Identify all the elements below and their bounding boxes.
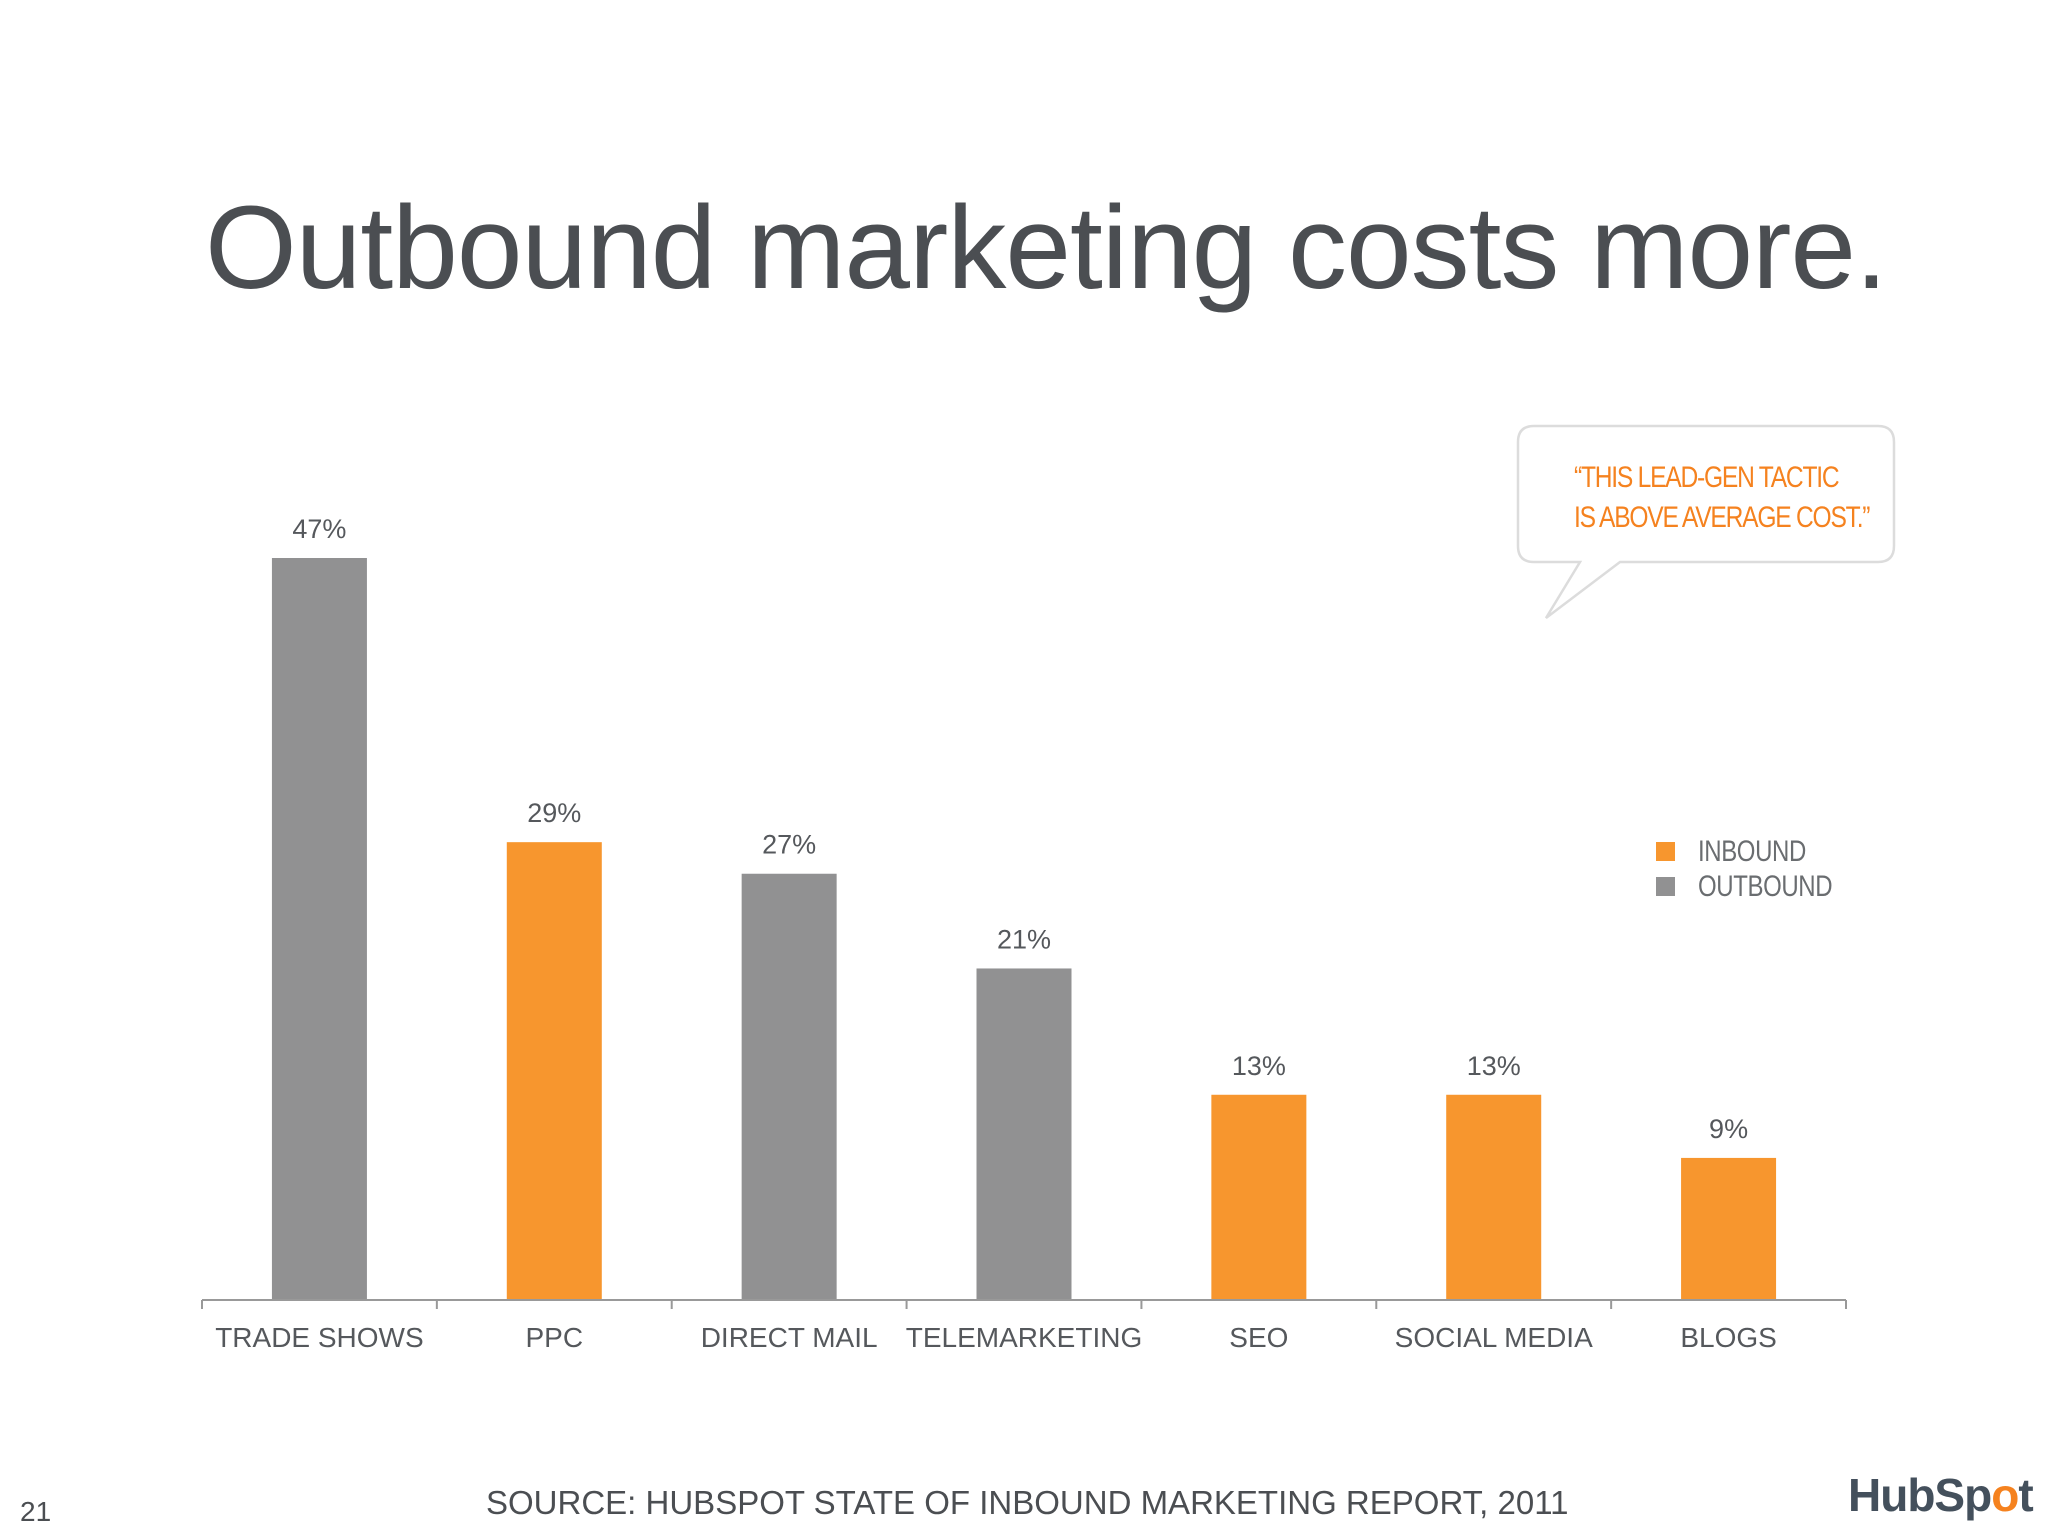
slide-title: Outbound marketing costs more. [205,182,1888,314]
bar [271,558,367,1300]
x-tick-label: TRADE SHOWS [215,1322,423,1353]
hubspot-logo: HubSpot [1848,1469,2034,1521]
x-tick-label: DIRECT MAIL [701,1322,878,1353]
data-label: 47% [292,514,346,544]
bar [1681,1157,1777,1300]
x-tick-label: PPC [525,1322,583,1353]
legend-item-outbound: OUTBOUND [1656,869,1866,904]
data-label: 21% [997,924,1051,954]
callout-line-2: IS ABOVE AVERAGE COST.” [1574,501,1870,534]
bar [1211,1094,1307,1300]
x-tick-label: SEO [1229,1322,1288,1353]
data-label: 29% [527,798,581,828]
data-label: 9% [1709,1114,1748,1144]
legend-swatch-inbound [1656,842,1675,861]
source-note: SOURCE: HUBSPOT STATE OF INBOUND MARKETI… [486,1484,1569,1521]
x-tick-label: TELEMARKETING [906,1322,1142,1353]
data-label: 27% [762,830,816,860]
data-label: 13% [1467,1051,1521,1081]
data-label: 13% [1232,1051,1286,1081]
x-tick-label: SOCIAL MEDIA [1395,1322,1593,1353]
speech-callout: “THIS LEAD-GEN TACTIC IS ABOVE AVERAGE C… [1516,424,1896,619]
page-number: 21 [20,1496,52,1527]
bar [741,873,837,1300]
bar [1446,1094,1542,1300]
legend-label-inbound: INBOUND [1698,834,1806,868]
bar [976,968,1072,1300]
legend-label-outbound: OUTBOUND [1698,869,1833,903]
legend-swatch-outbound [1656,877,1675,896]
callout-text: “THIS LEAD-GEN TACTIC IS ABOVE AVERAGE C… [1574,458,1870,538]
chart-legend: INBOUND OUTBOUND [1656,834,1866,904]
callout-line-1: “THIS LEAD-GEN TACTIC [1574,461,1840,494]
speech-bubble-shape [1516,424,1896,619]
x-tick-label: BLOGS [1680,1322,1776,1353]
legend-item-inbound: INBOUND [1656,834,1866,869]
bar [506,842,602,1300]
